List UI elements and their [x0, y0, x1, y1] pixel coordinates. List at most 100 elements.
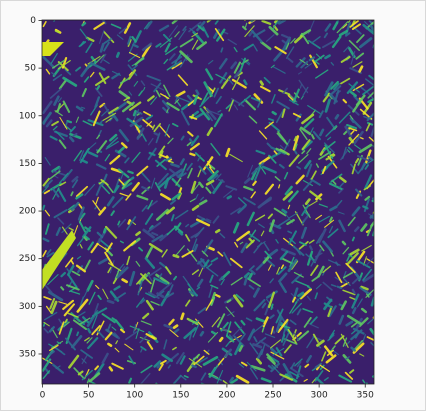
texture-stroke [55, 226, 62, 236]
texture-stroke [42, 177, 50, 187]
texture-stroke [59, 181, 67, 187]
texture-stroke [47, 290, 64, 302]
texture-stroke [65, 257, 74, 268]
texture-stroke [349, 114, 354, 120]
texture-stroke [195, 218, 211, 227]
texture-stroke [149, 278, 156, 295]
texture-stroke [334, 335, 345, 345]
texture-stroke [259, 85, 271, 93]
texture-stroke [51, 120, 59, 127]
texture-stroke [323, 142, 335, 154]
texture-stroke [115, 340, 119, 345]
texture-stroke [85, 36, 95, 42]
texture-stroke [324, 54, 331, 60]
texture-stroke [267, 213, 274, 220]
texture-stroke [99, 42, 105, 53]
texture-stroke [332, 21, 339, 31]
texture-stroke [245, 317, 253, 322]
texture-stroke [142, 312, 150, 320]
texture-stroke [42, 357, 53, 364]
texture-stroke [313, 59, 320, 65]
texture-stroke [172, 374, 182, 384]
texture-stroke [239, 241, 244, 245]
texture-stroke [369, 215, 374, 220]
texture-stroke [366, 223, 374, 237]
texture-stroke [82, 120, 93, 126]
texture-stroke [202, 26, 210, 38]
texture-stroke [226, 299, 232, 304]
texture-stroke [145, 299, 154, 311]
texture-stroke [100, 53, 107, 64]
x-tick-label: 300 [311, 391, 328, 401]
texture-stroke [104, 153, 111, 162]
texture-stroke [215, 95, 222, 105]
texture-stroke [261, 20, 272, 26]
texture-stroke [132, 109, 137, 117]
texture-stroke [207, 170, 219, 182]
x-tick-label: 100 [126, 391, 143, 401]
texture-stroke [327, 305, 333, 318]
texture-stroke [98, 72, 107, 85]
texture-stroke [280, 248, 296, 256]
texture-stroke [224, 348, 232, 358]
texture-stroke [141, 205, 148, 212]
texture-stroke [66, 284, 80, 291]
texture-stroke [120, 78, 129, 84]
texture-stroke [160, 93, 170, 99]
texture-stroke [366, 158, 374, 165]
texture-stroke [86, 337, 93, 344]
texture-stroke [132, 43, 139, 48]
texture-stroke [359, 286, 372, 297]
texture-stroke [168, 53, 176, 61]
texture-stroke [99, 102, 106, 108]
texture-stroke [76, 298, 89, 313]
texture-stroke [310, 127, 314, 133]
texture-stroke [155, 208, 169, 221]
texture-stroke [179, 158, 185, 166]
texture-stroke [97, 294, 102, 300]
texture-stroke [315, 283, 322, 290]
texture-stroke [127, 39, 132, 47]
texture-stroke [103, 37, 113, 45]
texture-stroke [304, 63, 313, 69]
texture-stroke [42, 250, 47, 258]
texture-stroke [83, 236, 88, 241]
texture-stroke [113, 285, 121, 291]
texture-stroke [145, 20, 153, 30]
texture-stroke [140, 348, 143, 353]
texture-stroke [299, 29, 312, 37]
texture-stroke [49, 344, 59, 352]
texture-stroke [196, 286, 201, 290]
texture-stroke [150, 96, 158, 105]
texture-stroke [257, 223, 265, 229]
texture-stroke [127, 64, 138, 77]
texture-stroke [329, 216, 333, 223]
texture-stroke [363, 198, 370, 213]
texture-stroke [78, 220, 87, 233]
texture-stroke [275, 147, 288, 155]
texture-stroke [223, 187, 236, 198]
texture-stroke [124, 157, 130, 164]
texture-stroke [52, 125, 58, 131]
texture-stroke [207, 160, 212, 169]
texture-stroke [264, 250, 273, 260]
texture-stroke [136, 111, 143, 115]
texture-stroke [155, 42, 162, 48]
texture-stroke [267, 248, 279, 258]
texture-stroke [90, 55, 97, 64]
texture-stroke [189, 142, 200, 151]
texture-stroke [367, 317, 374, 325]
texture-stroke [365, 78, 374, 87]
texture-stroke [186, 361, 195, 373]
texture-stroke [282, 190, 294, 201]
texture-stroke [108, 133, 118, 142]
texture-stroke [217, 109, 222, 113]
texture-stroke [124, 343, 134, 351]
texture-stroke [366, 258, 374, 264]
texture-stroke [362, 334, 366, 343]
texture-stroke [360, 223, 368, 232]
texture-stroke [298, 71, 302, 75]
texture-stroke [131, 181, 140, 192]
texture-stroke [250, 365, 266, 372]
texture-stroke [52, 363, 65, 374]
